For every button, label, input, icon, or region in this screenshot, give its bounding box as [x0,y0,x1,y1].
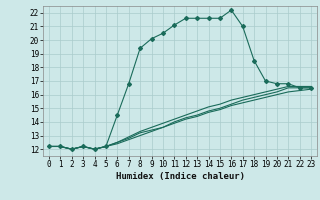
X-axis label: Humidex (Indice chaleur): Humidex (Indice chaleur) [116,172,244,181]
